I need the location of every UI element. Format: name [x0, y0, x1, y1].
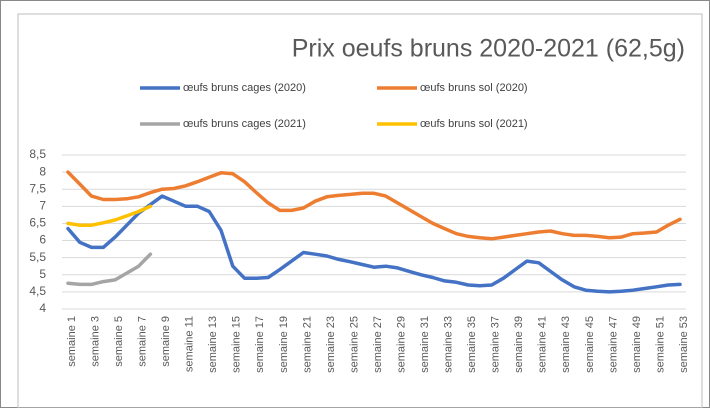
- legend-label: œufs bruns cages (2020): [183, 82, 306, 94]
- x-tick-label: semaine 11: [184, 316, 196, 372]
- legend-label: œufs bruns sol (2020): [420, 82, 528, 94]
- legend-label: œufs bruns sol (2021): [420, 118, 528, 130]
- x-tick-label: semaine 9: [160, 316, 172, 367]
- x-tick-label: semaine 53: [678, 316, 690, 373]
- x-tick-label: semaine 7: [137, 316, 149, 367]
- series-line: [66, 194, 682, 294]
- x-tick-label: semaine 3: [89, 316, 101, 367]
- x-tick-label: semaine 47: [607, 316, 619, 373]
- x-tick-label: semaine 43: [560, 316, 572, 373]
- x-tick-label: semaine 49: [631, 316, 643, 373]
- chart-frame: [17, 13, 703, 408]
- y-tick-label: 8: [39, 164, 46, 178]
- y-tick-label: 4,5: [29, 284, 46, 298]
- y-tick-label: 4: [39, 301, 46, 315]
- y-tick-label: 7,5: [29, 181, 46, 195]
- chart-title: Prix oeufs bruns 2020-2021 (62,5g): [292, 35, 685, 63]
- y-tick-label: 5: [39, 267, 46, 281]
- series-line: [66, 204, 153, 227]
- x-tick-label: semaine 1: [66, 316, 78, 367]
- y-tick-label: 6: [39, 233, 46, 247]
- legend-label: œufs bruns cages (2021): [183, 118, 306, 130]
- x-tick-label: semaine 37: [490, 316, 502, 373]
- x-tick-label: semaine 15: [231, 316, 243, 373]
- x-tick-label: semaine 33: [443, 316, 455, 373]
- x-tick-label: semaine 19: [278, 316, 290, 373]
- series-line: [66, 252, 153, 287]
- x-tick-label: semaine 35: [466, 316, 478, 373]
- x-tick-label: semaine 13: [207, 316, 219, 373]
- y-tick-label: 5,5: [29, 250, 46, 264]
- x-tick-label: semaine 17: [254, 316, 266, 373]
- y-tick-label: 6,5: [29, 216, 46, 230]
- x-tick-label: semaine 41: [537, 316, 549, 373]
- x-tick-label: semaine 29: [395, 316, 407, 373]
- x-tick-label: semaine 39: [513, 316, 525, 373]
- series-line: [66, 170, 682, 241]
- y-tick-label: 7: [39, 199, 46, 213]
- x-tick-label: semaine 27: [372, 316, 384, 373]
- x-tick-label: semaine 23: [325, 316, 337, 373]
- x-tick-label: semaine 5: [113, 316, 125, 367]
- x-tick-label: semaine 31: [419, 316, 431, 373]
- y-tick-label: 8,5: [29, 147, 46, 161]
- x-tick-label: semaine 51: [654, 316, 666, 373]
- x-tick-label: semaine 45: [584, 316, 596, 373]
- x-tick-label: semaine 25: [348, 316, 360, 373]
- x-tick-label: semaine 21: [301, 316, 313, 373]
